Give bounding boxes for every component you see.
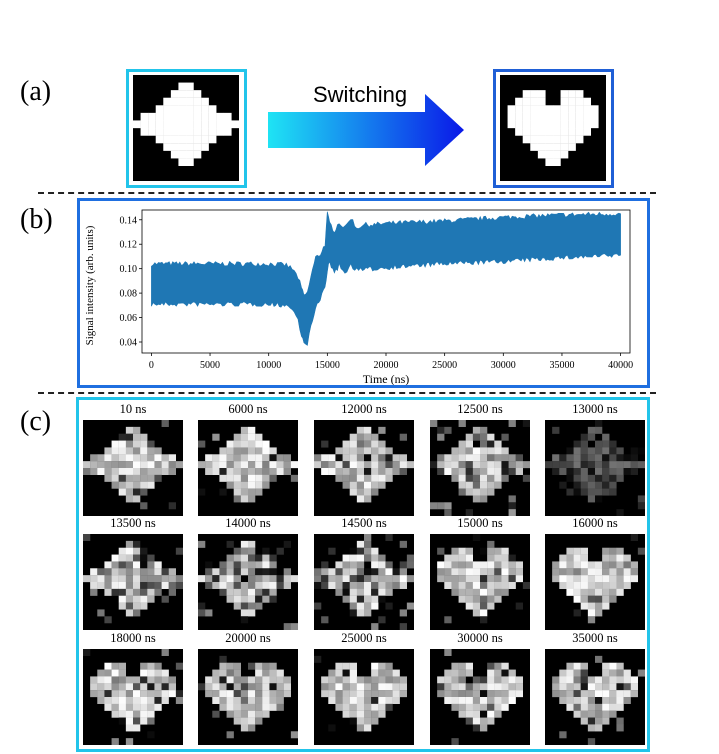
snapshot-image <box>83 649 183 745</box>
x-tick-label: 25000 <box>432 360 457 371</box>
snapshot-image <box>314 534 414 630</box>
snapshot-time-label: 12500 ns <box>457 402 503 416</box>
snapshot-tile: 15000 ns <box>425 516 535 638</box>
snapshot-time-label: 15000 ns <box>457 516 503 530</box>
snapshot-time-label: 10 ns <box>119 402 147 416</box>
snapshot-tile: 30000 ns <box>425 631 535 753</box>
snapshot-time-label: 12000 ns <box>341 402 387 416</box>
y-tick-label: 0.06 <box>120 313 138 324</box>
separator-top <box>38 192 656 194</box>
y-tick-label: 0.12 <box>120 240 138 251</box>
snapshot-tile: 20000 ns <box>193 631 303 753</box>
x-tick-label: 20000 <box>374 360 399 371</box>
snapshot-tile: 14500 ns <box>309 516 419 638</box>
snapshot-time-label: 35000 ns <box>572 631 618 645</box>
snapshot-tile: 16000 ns <box>540 516 650 638</box>
switching-arrow <box>268 94 464 166</box>
x-tick-label: 15000 <box>315 360 340 371</box>
snapshot-tile: 12000 ns <box>309 402 419 524</box>
panel-label-c: (c) <box>20 406 52 437</box>
snapshot-tile: 35000 ns <box>540 631 650 753</box>
panel-label-a: (a) <box>20 76 52 107</box>
signal-band <box>151 211 621 346</box>
snapshot-grid-frame <box>76 397 650 752</box>
snapshot-image <box>83 420 183 516</box>
y-tick-label: 0.08 <box>120 289 138 300</box>
snapshot-time-label: 14500 ns <box>341 516 387 530</box>
snapshot-tile: 10 ns <box>78 402 188 524</box>
snapshot-tile: 6000 ns <box>193 402 303 524</box>
snapshot-image <box>314 420 414 516</box>
snapshot-image <box>545 420 645 516</box>
snapshot-time-label: 13500 ns <box>110 516 156 530</box>
snapshot-time-label: 16000 ns <box>572 516 618 530</box>
start-pattern-image <box>133 75 239 181</box>
x-axis-label: Time (ns) <box>363 372 410 385</box>
snapshot-image <box>430 649 530 745</box>
signal-intensity-chart: 0 5000 10000 15000 20000 25000 30000 35000 40000… <box>84 209 633 385</box>
start-pattern-frame <box>126 69 247 188</box>
snapshot-time-label: 18000 ns <box>110 631 156 645</box>
snapshot-tile: 18000 ns <box>78 631 188 753</box>
y-tick-label: 0.14 <box>120 215 138 226</box>
snapshot-time-label: 14000 ns <box>225 516 271 530</box>
snapshot-image <box>198 534 298 630</box>
snapshot-time-label: 20000 ns <box>225 631 271 645</box>
snapshot-image <box>314 649 414 745</box>
snapshot-tile: 25000 ns <box>309 631 419 753</box>
snapshot-image <box>545 534 645 630</box>
x-tick-label: 10000 <box>256 360 281 371</box>
signal-chart-frame <box>77 198 650 388</box>
y-tick-label: 0.10 <box>120 264 138 275</box>
separator-bottom <box>38 392 656 394</box>
snapshot-time-label: 30000 ns <box>457 631 503 645</box>
panel-label-b: (b) <box>20 204 53 235</box>
snapshot-image <box>83 534 183 630</box>
snapshot-image <box>430 534 530 630</box>
snapshot-image <box>198 649 298 745</box>
snapshot-tile: 14000 ns <box>193 516 303 638</box>
end-pattern-frame <box>493 69 614 188</box>
y-tick-label: 0.04 <box>120 338 138 349</box>
x-tick-label: 5000 <box>200 360 220 371</box>
x-tick-label: 40000 <box>608 360 633 371</box>
snapshot-image <box>430 420 530 516</box>
snapshot-time-label: 25000 ns <box>341 631 387 645</box>
y-axis-label: Signal intensity (arb. units) <box>84 225 96 345</box>
switching-label: Switching <box>313 82 408 107</box>
snapshot-tile: 12500 ns <box>425 402 535 524</box>
end-pattern-image <box>500 75 606 181</box>
snapshot-time-label: 13000 ns <box>572 402 618 416</box>
x-tick-label: 35000 <box>549 360 574 371</box>
snapshot-image <box>198 420 298 516</box>
snapshot-tile: 13000 ns <box>540 402 650 524</box>
snapshot-tile: 13500 ns <box>78 516 188 638</box>
x-tick-label: 30000 <box>491 360 516 371</box>
x-tick-label: 0 <box>149 360 154 371</box>
snapshot-time-label: 6000 ns <box>228 402 268 416</box>
snapshot-image <box>545 649 645 745</box>
